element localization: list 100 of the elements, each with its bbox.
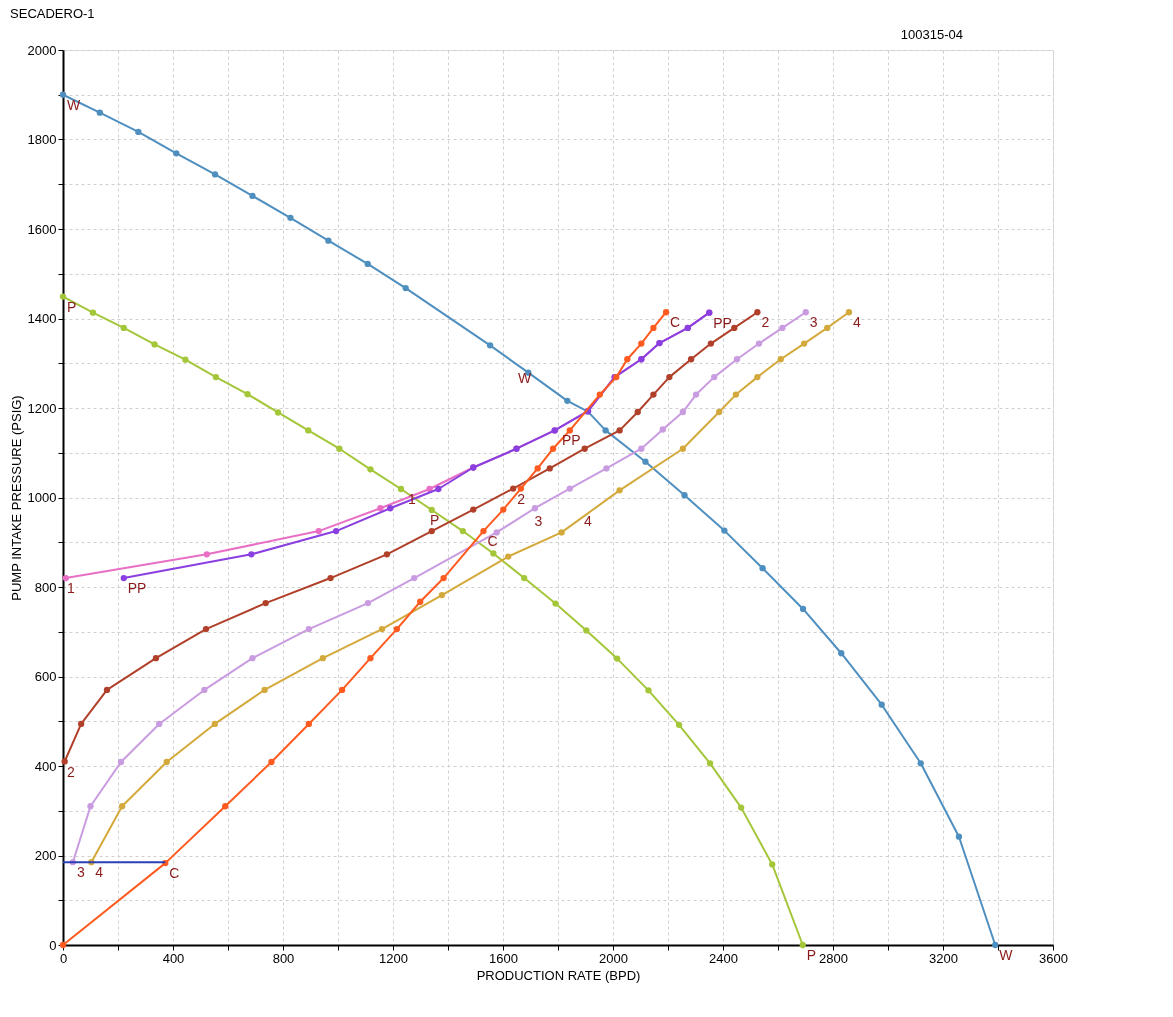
- point: [500, 506, 507, 513]
- point: [824, 324, 831, 332]
- point: [731, 324, 738, 332]
- annotation: C: [169, 865, 180, 882]
- point: [287, 214, 294, 221]
- point: [96, 109, 104, 116]
- point: [156, 720, 163, 728]
- point: [675, 721, 683, 728]
- point: [428, 506, 435, 514]
- point: [249, 192, 256, 200]
- point: [212, 373, 220, 381]
- point: [616, 427, 623, 434]
- annotation: 4: [852, 314, 861, 331]
- point: [687, 356, 695, 363]
- point: [411, 574, 418, 582]
- point: [61, 758, 68, 765]
- point: [549, 445, 557, 452]
- point: [534, 465, 541, 472]
- point: [163, 758, 170, 766]
- point: [211, 720, 218, 728]
- annotation: 2: [67, 763, 75, 780]
- point: [59, 293, 67, 300]
- point: [117, 758, 125, 766]
- point: [681, 492, 688, 499]
- point: [634, 408, 641, 416]
- point: [715, 408, 723, 416]
- point: [135, 128, 142, 136]
- point: [459, 527, 467, 535]
- point: [393, 625, 401, 633]
- point: [566, 485, 573, 492]
- point: [707, 340, 715, 347]
- point: [378, 625, 386, 633]
- point: [367, 655, 374, 662]
- y-tick-label: 0: [49, 937, 57, 953]
- point: [397, 485, 405, 493]
- point: [510, 485, 517, 492]
- point: [799, 605, 807, 613]
- x-tick-label: 3600: [1039, 950, 1068, 966]
- point: [754, 373, 761, 381]
- point: [202, 625, 210, 633]
- x-tick-label: 800: [272, 950, 295, 966]
- point: [201, 686, 208, 694]
- x-tick-label: 2800: [819, 950, 848, 966]
- point: [917, 760, 924, 767]
- point: [440, 574, 447, 582]
- point: [417, 598, 424, 605]
- point: [552, 600, 559, 607]
- point: [955, 833, 963, 840]
- annotation: C: [487, 533, 498, 550]
- point: [650, 391, 657, 398]
- point: [613, 655, 621, 662]
- point: [733, 356, 741, 363]
- point: [564, 397, 571, 404]
- point: [546, 465, 553, 472]
- point: [517, 485, 525, 492]
- point: [505, 553, 512, 560]
- y-tick-label: 1000: [27, 490, 57, 505]
- y-tick-label: 1800: [27, 132, 57, 147]
- point: [642, 458, 649, 465]
- point: [120, 324, 127, 332]
- point: [327, 574, 334, 582]
- chart-title: SECADERO-1: [10, 6, 95, 21]
- point: [566, 427, 573, 434]
- point: [737, 804, 745, 811]
- x-axis-title: PRODUCTION RATE (BPD): [476, 967, 641, 983]
- point: [203, 551, 210, 558]
- point: [721, 527, 728, 534]
- point: [602, 427, 609, 434]
- x-tick-label: 1600: [489, 950, 518, 966]
- annotation: 2: [761, 314, 770, 331]
- point: [531, 505, 539, 512]
- point: [666, 373, 673, 381]
- y-tick-label: 1600: [27, 221, 57, 237]
- point: [182, 356, 189, 363]
- y-tick-label: 800: [34, 579, 57, 595]
- y-tick-label: 600: [34, 669, 57, 684]
- point: [426, 485, 433, 493]
- point: [732, 391, 740, 398]
- point: [799, 941, 806, 949]
- point: [402, 284, 409, 292]
- point: [244, 390, 251, 398]
- point: [435, 485, 442, 493]
- annotation: P: [430, 512, 440, 529]
- annotation: 3: [76, 864, 85, 881]
- point: [470, 506, 477, 513]
- point: [383, 551, 391, 558]
- point: [262, 599, 269, 607]
- y-tick-label: 1400: [27, 311, 57, 326]
- point: [596, 391, 603, 398]
- point: [428, 527, 435, 535]
- annotation: C: [670, 314, 681, 331]
- annotation: 1: [67, 580, 75, 597]
- point: [480, 527, 487, 535]
- point: [325, 237, 332, 244]
- annotation: W: [518, 369, 532, 386]
- y-tick-label: 400: [34, 758, 57, 774]
- annotation: W: [67, 96, 81, 113]
- point: [377, 505, 384, 512]
- point: [755, 340, 763, 347]
- point: [800, 340, 808, 347]
